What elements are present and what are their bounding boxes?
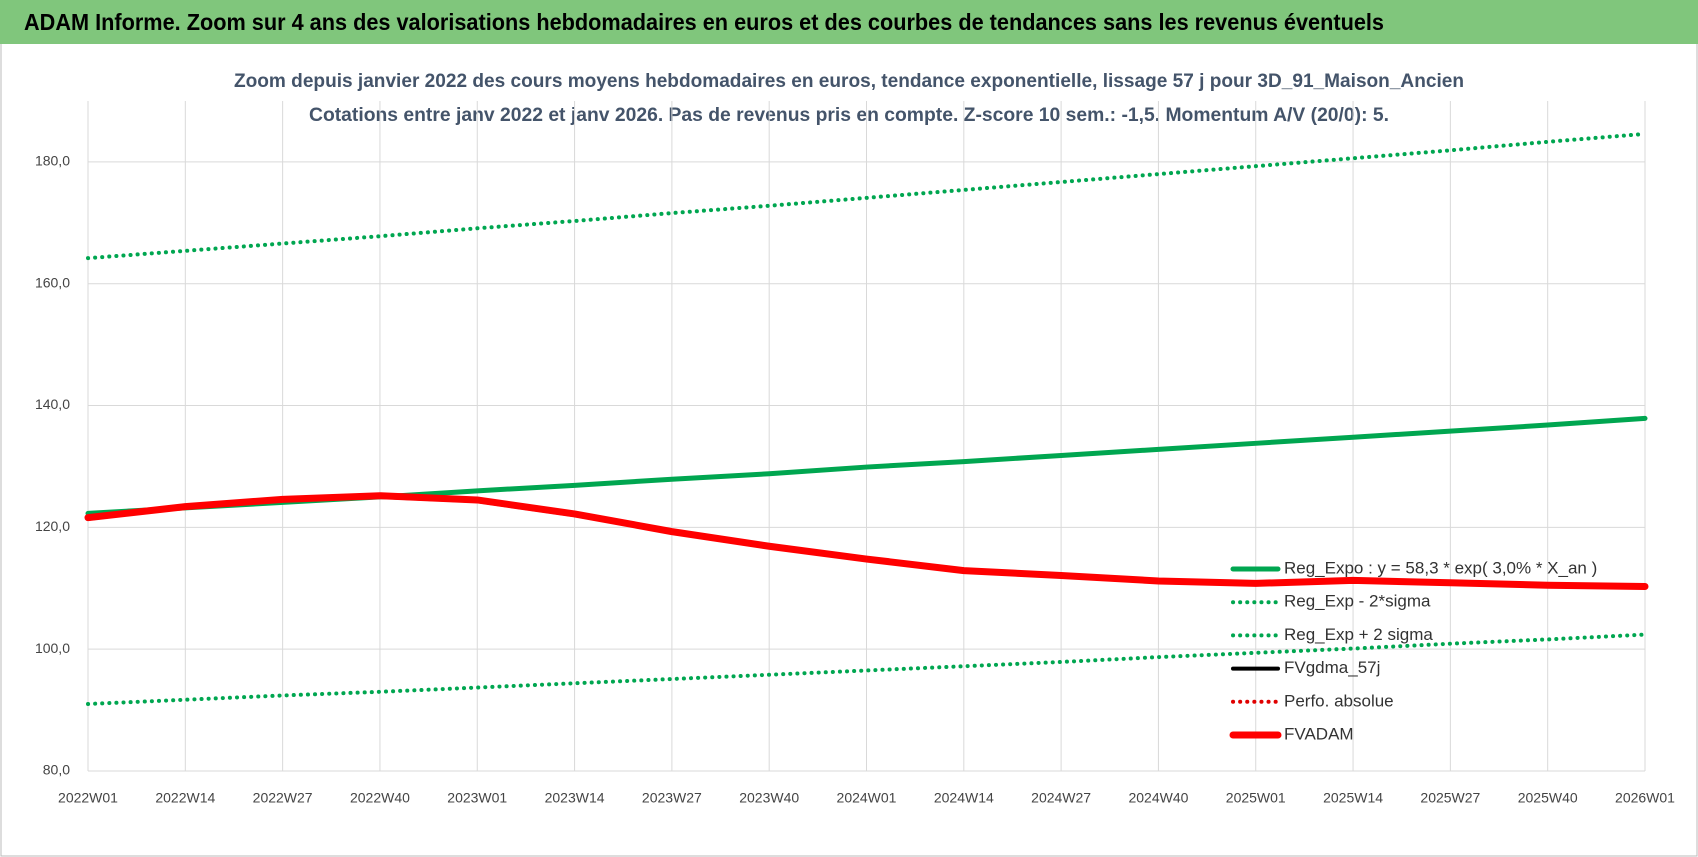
x-tick-label: 2022W01 (58, 790, 118, 806)
legend-label: Perfo. absolue (1284, 691, 1394, 710)
x-tick-label: 2025W40 (1518, 790, 1578, 806)
x-tick-label: 2022W14 (155, 790, 215, 806)
y-tick-label: 160,0 (35, 274, 70, 290)
header-bar (0, 0, 1698, 44)
legend-label: Reg_Exp - 2*sigma (1284, 592, 1431, 611)
series-line (86, 632, 1647, 706)
x-tick-label: 2024W40 (1128, 790, 1188, 806)
legend-label: Reg_Expo : y = 58,3 * exp( 3,0% * X_an ) (1284, 558, 1597, 577)
chart-title: Zoom depuis janvier 2022 des cours moyen… (234, 71, 1464, 92)
x-tick-label: 2022W40 (350, 790, 410, 806)
legend-label: FVgdma_57j (1284, 658, 1380, 677)
x-tick-label: 2023W14 (545, 790, 605, 806)
x-tick-label: 2024W14 (934, 790, 994, 806)
legend-label: FVADAM (1284, 724, 1354, 743)
y-tick-label: 180,0 (35, 153, 70, 169)
x-tick-label: 2022W27 (253, 790, 313, 806)
y-tick-label: 100,0 (35, 640, 70, 656)
x-tick-label: 2024W01 (837, 790, 897, 806)
x-tick-label: 2025W14 (1323, 790, 1383, 806)
x-tick-label: 2024W27 (1031, 790, 1091, 806)
x-tick-label: 2023W01 (447, 790, 507, 806)
y-tick-label: 80,0 (43, 762, 70, 778)
x-tick-label: 2026W01 (1615, 790, 1675, 806)
x-tick-label: 2023W27 (642, 790, 702, 806)
x-tick-label: 2025W01 (1226, 790, 1286, 806)
header: ADAM Informe. Zoom sur 4 ans des valoris… (24, 9, 1384, 35)
chart-subtitle: Cotations entre janv 2022 et janv 2026. … (309, 105, 1389, 126)
y-tick-label: 120,0 (35, 518, 70, 534)
series-line (86, 131, 1647, 261)
y-tick-label: 140,0 (35, 396, 70, 412)
series-line (84, 492, 1649, 590)
legend-label: Reg_Exp + 2 sigma (1284, 625, 1433, 644)
x-tick-label: 2025W27 (1420, 790, 1480, 806)
x-tick-label: 2023W40 (739, 790, 799, 806)
